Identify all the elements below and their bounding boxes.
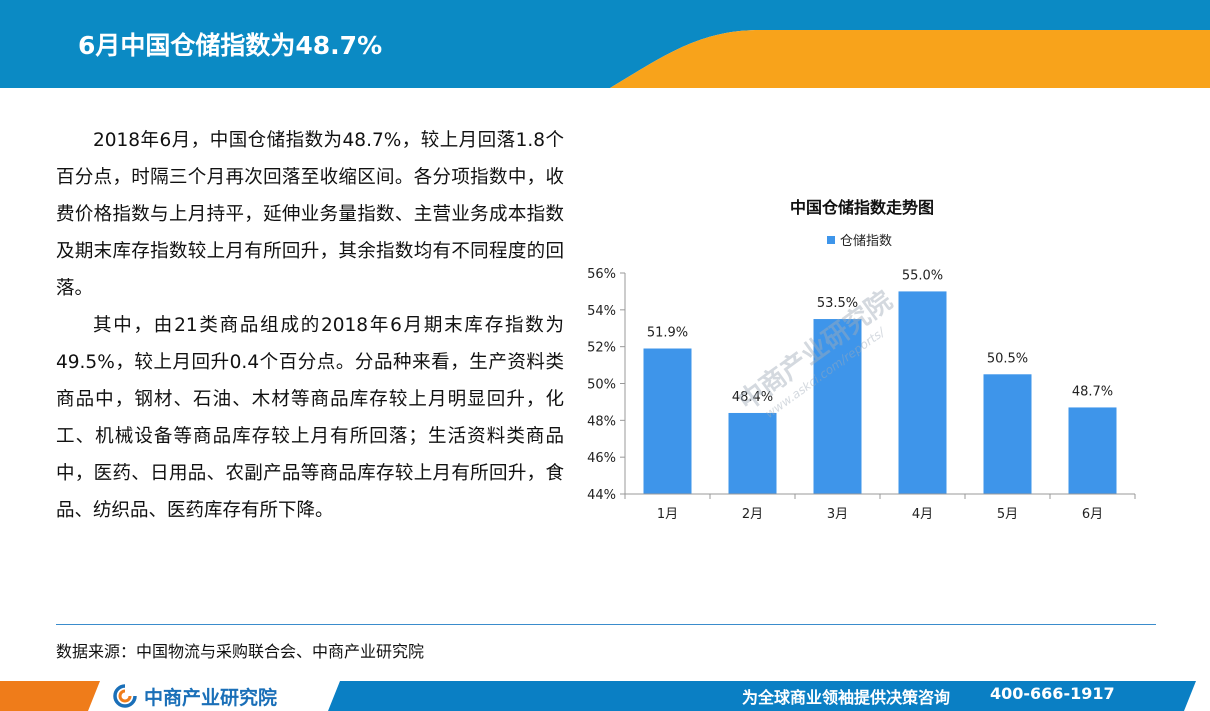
y-tick-label: 48% — [587, 414, 616, 429]
y-tick-label: 46% — [587, 451, 616, 466]
page-title: 6月中国仓储指数为48.7% — [78, 31, 383, 60]
y-tick-label: 52% — [587, 341, 616, 356]
data-label: 51.9% — [647, 326, 688, 341]
y-tick-label: 56% — [587, 267, 616, 282]
bar — [643, 348, 692, 494]
bar — [983, 374, 1032, 494]
x-tick-label: 3月 — [827, 507, 848, 522]
chart-container: 中国仓储指数走势图 仓储指数 44% 46% 48% 50% 52% 54% 56% 51.… — [580, 185, 1180, 530]
logo-text: 中商产业研究院 — [144, 686, 278, 709]
data-source: 数据来源：中国物流与采购联合会、中商产业研究院 — [56, 642, 425, 661]
y-axis: 44% 46% 48% 50% 52% 54% 56% — [587, 267, 626, 503]
y-tick-label: 50% — [587, 378, 616, 393]
footer-slogan: 为全球商业领袖提供决策咨询 — [742, 688, 951, 707]
x-tick-label: 5月 — [997, 507, 1018, 522]
bar — [1068, 407, 1117, 494]
legend-swatch — [827, 236, 835, 244]
data-label: 50.5% — [987, 351, 1028, 366]
footer-logo: 中商产业研究院 — [112, 683, 277, 709]
chart-title: 中国仓储指数走势图 — [790, 198, 934, 217]
x-tick-label: 4月 — [912, 507, 933, 522]
y-tick-label: 44% — [587, 488, 616, 503]
header-banner: 6月中国仓储指数为48.7% — [0, 0, 1210, 88]
data-label: 53.5% — [817, 296, 858, 311]
bar — [898, 291, 947, 494]
body-text: 2018年6月，中国仓储指数为48.7%，较上月回落1.8个百分点，时隔三个月再… — [56, 122, 564, 529]
data-label: 48.7% — [1072, 384, 1113, 399]
data-label: 55.0% — [902, 268, 943, 283]
legend-label: 仓储指数 — [840, 234, 892, 249]
chart-legend: 仓储指数 — [827, 234, 892, 249]
footer-bar — [0, 681, 1210, 711]
x-tick-label: 2月 — [742, 507, 763, 522]
bars: 51.9% 48.4% 53.5% 55.0% 50.5% 48.7% — [643, 268, 1117, 494]
x-axis: 1月 2月 3月 4月 5月 6月 — [624, 493, 1136, 522]
askci-logo-icon — [113, 684, 137, 708]
paragraph-2: 其中，由21类商品组成的2018年6月期末库存指数为49.5%，较上月回升0.4… — [56, 315, 564, 521]
footer-phone: 400-666-1917 — [990, 684, 1115, 703]
x-tick-label: 1月 — [657, 507, 678, 522]
x-tick-label: 6月 — [1082, 507, 1103, 522]
bar — [813, 319, 862, 494]
paragraph-1: 2018年6月，中国仓储指数为48.7%，较上月回落1.8个百分点，时隔三个月再… — [56, 130, 564, 299]
bar — [728, 412, 777, 494]
footer-shape — [0, 681, 1196, 711]
divider-line — [56, 624, 1156, 625]
header-shape — [0, 0, 1210, 88]
bar-chart: 中国仓储指数走势图 仓储指数 44% 46% 48% 50% 52% 54% 56% 51.… — [587, 198, 1136, 522]
data-label: 48.4% — [732, 390, 773, 405]
y-tick-label: 54% — [587, 304, 616, 319]
